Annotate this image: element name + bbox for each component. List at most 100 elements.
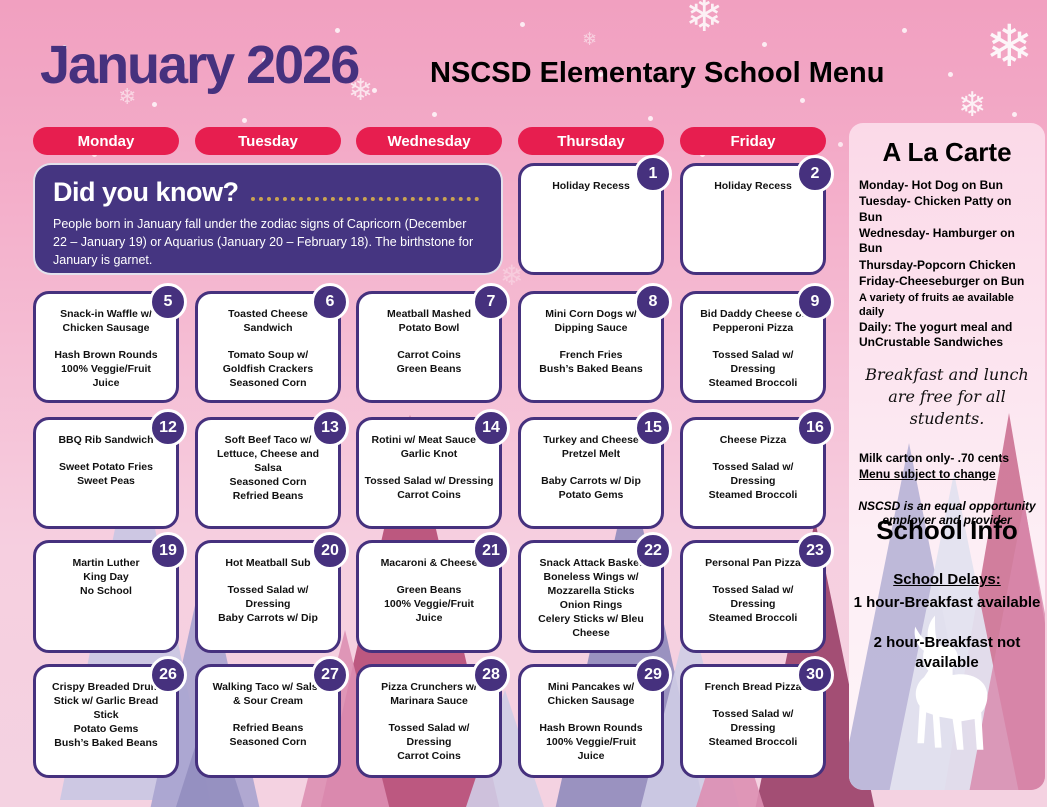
menu-line: Meatball Mashed: [386, 308, 472, 320]
a-la-carte-item: Monday- Hot Dog on Bun: [859, 178, 1003, 192]
menu-line: Sandwich: [243, 322, 293, 334]
menu-line: Seasoned Corn: [229, 377, 307, 389]
calendar-day-cell: 12 BBQ Rib Sandwich Sweet Potato Fries Swee…: [33, 409, 187, 529]
calendar-day-cell: 6 Toasted Cheese Sandwich Tomato Soup w/Gol…: [195, 283, 349, 403]
day-number-badge: 6: [311, 283, 349, 321]
menu-line: Steamed Broccoli: [708, 377, 798, 389]
menu-line: No School: [80, 585, 132, 597]
calendar-day-cell: 9 Bid Daddy Cheese or Pepperoni Pizza Tosse…: [680, 283, 834, 403]
day-number-badge: 12: [149, 409, 187, 447]
snowflake-icon: ❄: [685, 0, 724, 41]
calendar-day-cell: 16 Cheese Pizza Tossed Salad w/Dressing Ste…: [680, 409, 834, 529]
menu-line: Celery Sticks w/ Bleu: [538, 613, 644, 625]
menu-line: French Fries: [559, 349, 623, 361]
calendar-day-cell: 23 Personal Pan Pizza Tossed Salad w/Dress…: [680, 532, 834, 653]
calendar-day-cell: 7 Meatball Mashed Potato Bowl Carrot Coins G…: [356, 283, 510, 403]
menu-line: Lettuce, Cheese and: [216, 448, 320, 460]
snowflake-icon: ❄: [500, 260, 524, 291]
menu-line: Macaroni & Cheese: [380, 557, 478, 569]
menu-line: Seasoned Corn: [229, 736, 307, 748]
weekday-header-tuesday: Tuesday: [195, 127, 341, 155]
day-number-badge: 29: [634, 656, 672, 694]
calendar-day-cell: 14 Rotini w/ Meat Sauce & Garlic Knot Tosse…: [356, 409, 510, 529]
menu-line: Snack Attack Basket: [539, 557, 643, 569]
calendar-day-cell: 15 Turkey and Cheese Pretzel Melt Baby Carr…: [518, 409, 672, 529]
menu-line: Crispy Breaded Drum: [52, 681, 160, 693]
menu-line: Snack-in Waffle w/: [60, 308, 152, 320]
menu-line: Rotini w/ Meat Sauce &: [371, 434, 487, 446]
menu-line: Steamed Broccoli: [708, 612, 798, 624]
a-la-carte-item: Daily: The yogurt meal and UnCrustable S…: [859, 319, 1013, 350]
day-number-badge: 20: [311, 532, 349, 570]
snowflake-icon: ❄: [958, 86, 987, 124]
menu-line: Baby Carrots w/ Dip: [218, 612, 318, 624]
dotted-line-decoration: [250, 197, 479, 201]
snowflake-icon: ❄: [582, 29, 598, 49]
school-delays-heading: School Delays:: [893, 571, 1001, 588]
calendar-day-cell: 21 Macaroni & Cheese Green Beans 100% Veggi…: [356, 532, 510, 653]
calendar-day-cell: 22 Snack Attack Basket Boneless Wings w/Mo…: [518, 532, 672, 653]
menu-line: Dipping Sauce: [554, 322, 628, 334]
a-la-carte-item: Thursday-Popcorn Chicken: [859, 257, 1016, 272]
menu-line: Bid Daddy Cheese or: [700, 308, 806, 320]
menu-line: 100% Veggie/Fruit: [61, 363, 151, 375]
menu-line: Tossed Salad w/ Dressing: [364, 475, 494, 487]
menu-line: Dressing: [730, 475, 776, 487]
menu-line: French Bread Pizza: [704, 681, 802, 693]
a-la-carte-list: Monday- Hot Dog on Bun Tuesday- Chicken P…: [859, 178, 1035, 350]
menu-line: Turkey and Cheese: [543, 434, 639, 446]
menu-line: Refried Beans: [232, 722, 304, 734]
snowflake-icon: ❄: [985, 14, 1034, 79]
menu-line: 100% Veggie/Fruit: [546, 736, 636, 748]
did-you-know-body: People born in January fall under the zo…: [53, 217, 474, 267]
menu-line: Pizza Crunchers w/: [381, 681, 477, 693]
day-number-badge: 30: [796, 656, 834, 694]
menu-line: Potato Bowl: [398, 322, 460, 334]
equal-opportunity-note: NSCSD is an equal opportunity employer a…: [858, 499, 1036, 528]
menu-line: Soft Beef Taco w/: [224, 434, 312, 446]
menu-line: Tossed Salad w/: [712, 584, 794, 596]
weekday-header-thursday: Thursday: [518, 127, 664, 155]
menu-line: Dressing: [406, 736, 452, 748]
menu-line: Stick w/ Garlic Bread: [53, 695, 159, 707]
calendar-day-cell: 26 Crispy Breaded Drum Stick w/ Garlic Bre…: [33, 656, 187, 778]
calendar-day-cell: 29 Mini Pancakes w/Chicken Sausage Hash Br…: [518, 656, 672, 778]
menu-line: Tossed Salad w/: [712, 349, 794, 361]
menu-line: Holiday Recess: [714, 180, 792, 192]
snowflake-icon: ❄: [118, 84, 137, 109]
a-la-carte-item: A variety of fruits ae available daily: [859, 291, 1014, 318]
day-number-badge: 27: [311, 656, 349, 694]
menu-line: Hash Brown Rounds: [539, 722, 643, 734]
day-number-badge: 28: [472, 656, 510, 694]
snowflake-icon: ❄: [348, 74, 374, 107]
menu-line: Tossed Salad w/: [712, 708, 794, 720]
menu-title: NSCSD Elementary School Menu: [430, 57, 885, 89]
calendar-day-cell: 30 French Bread Pizza Tossed Salad w/Dress…: [680, 656, 834, 778]
day-number-badge: 8: [634, 283, 672, 321]
menu-line: Chicken Sausage: [547, 695, 635, 707]
calendar-day-cell: 27 Walking Taco w/ Salsa & Sour Cream Refri…: [195, 656, 349, 778]
menu-line: Tossed Salad w/: [712, 461, 794, 473]
menu-line: Salsa: [254, 462, 282, 474]
menu-line: Mini Corn Dogs w/: [545, 308, 637, 320]
menu-line: Pretzel Melt: [561, 448, 621, 460]
calendar-day-cell: 2 Holiday Recess: [680, 155, 834, 275]
day-number-badge: 9: [796, 283, 834, 321]
menu-line: Dressing: [730, 722, 776, 734]
menu-line: Sweet Potato Fries: [59, 461, 153, 473]
weekday-header-monday: Monday: [33, 127, 179, 155]
snow-dots-decoration: [0, 0, 5, 5]
did-you-know-title: Did you know?: [53, 177, 239, 207]
day-number-badge: 1: [634, 155, 672, 193]
menu-line: Carrot Coins: [397, 349, 461, 361]
calendar-day-cell: 1 Holiday Recess: [518, 155, 672, 275]
a-la-carte-item: Wednesday- Hamburger on Bun: [859, 226, 1015, 256]
menu-line: Onion Rings: [559, 599, 623, 611]
calendar-day-cell: 8 Mini Corn Dogs w/Dipping Sauce French Fr…: [518, 283, 672, 403]
menu-line: Marinara Sauce: [390, 695, 468, 707]
menu-line: Hash Brown Rounds: [54, 349, 158, 361]
menu-line: Dressing: [245, 598, 291, 610]
calendar-day-cell: 5 Snack-in Waffle w/Chicken Sausage Hash B…: [33, 283, 187, 403]
day-number-badge: 23: [796, 532, 834, 570]
